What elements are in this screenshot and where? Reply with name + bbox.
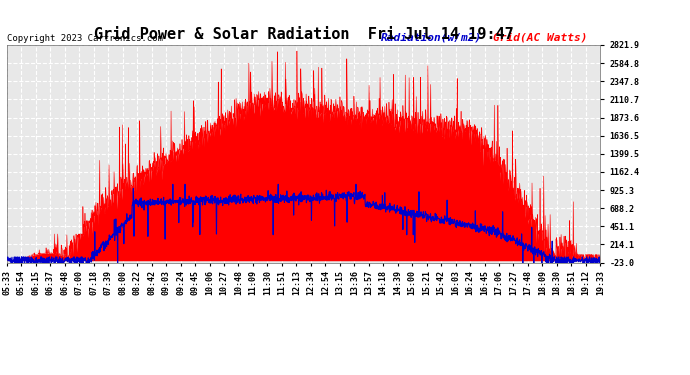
Title: Grid Power & Solar Radiation  Fri Jul 14 19:47: Grid Power & Solar Radiation Fri Jul 14 … <box>94 27 513 42</box>
Text: Copyright 2023 Cartronics.com: Copyright 2023 Cartronics.com <box>7 34 163 43</box>
Text: Grid(AC Watts): Grid(AC Watts) <box>493 33 588 43</box>
Text: Radiation(w/m2): Radiation(w/m2) <box>381 33 482 43</box>
